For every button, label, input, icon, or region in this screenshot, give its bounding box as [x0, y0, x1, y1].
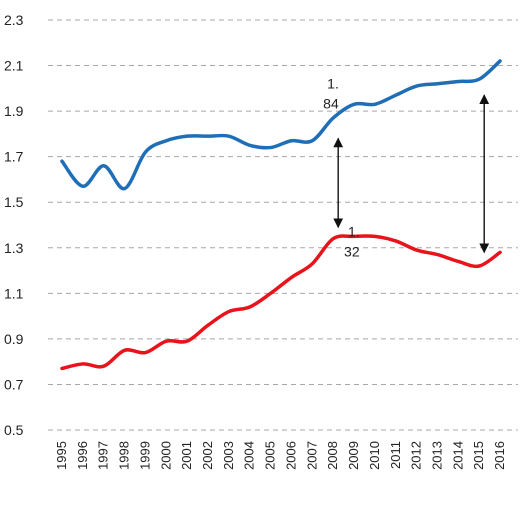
series-line-1	[60, 59, 502, 191]
x-tick-label: 2004	[242, 441, 257, 470]
series-line-2	[60, 234, 502, 371]
x-tick-label: 2002	[200, 441, 215, 470]
annotation-label: 1.	[348, 223, 360, 239]
y-tick-label: 0.7	[4, 376, 24, 392]
x-tick-label: 2015	[471, 441, 486, 470]
y-tick-label: 1.9	[4, 103, 24, 119]
annotations: 1. 84 1. 32	[323, 75, 360, 259]
x-tick-label: 2012	[409, 441, 424, 470]
difference-arrows	[333, 94, 490, 254]
x-tick-label: 1995	[54, 441, 69, 470]
gridlines	[48, 19, 518, 431]
y-tick-label: 1.3	[4, 240, 24, 256]
x-tick-label: 2006	[283, 441, 298, 470]
x-tick-label: 2016	[492, 441, 507, 470]
x-tick-label: 2013	[429, 441, 444, 470]
annotation-label: 84	[323, 95, 339, 111]
x-tick-label: 2008	[325, 441, 340, 470]
y-axis-ticks: 0.5 0.7 0.9 1.1 1.3 1.5 1.7 1.9 2.1 2.3	[4, 12, 24, 438]
x-tick-label: 2014	[450, 441, 465, 470]
y-tick-label: 1.7	[4, 149, 24, 165]
y-tick-label: 1.5	[4, 194, 24, 210]
x-tick-label: 2009	[346, 441, 361, 470]
y-tick-label: 2.1	[4, 58, 24, 74]
x-tick-label: 2001	[179, 441, 194, 470]
x-tick-label: 1997	[96, 441, 111, 470]
x-tick-label: 2005	[263, 441, 278, 470]
x-axis-ticks: 1995 1996 1997 1998 1999 2000 2001 2002 2003 2004…	[54, 441, 507, 470]
x-tick-label: 1999	[137, 441, 152, 470]
x-tick-label: 2007	[304, 441, 319, 470]
y-tick-label: 2.3	[4, 12, 24, 28]
x-tick-label: 2000	[158, 441, 173, 470]
y-tick-label: 1.1	[4, 285, 24, 301]
series-lines	[60, 59, 502, 371]
y-tick-label: 0.5	[4, 422, 24, 438]
x-tick-label: 2003	[221, 441, 236, 470]
x-tick-label: 1998	[117, 441, 132, 470]
x-tick-label: 1996	[75, 441, 90, 470]
x-tick-label: 2010	[367, 441, 382, 470]
x-tick-label: 2011	[388, 441, 403, 469]
annotation-label: 1.	[327, 75, 339, 91]
annotation-label: 32	[344, 243, 360, 259]
y-tick-label: 0.9	[4, 331, 24, 347]
